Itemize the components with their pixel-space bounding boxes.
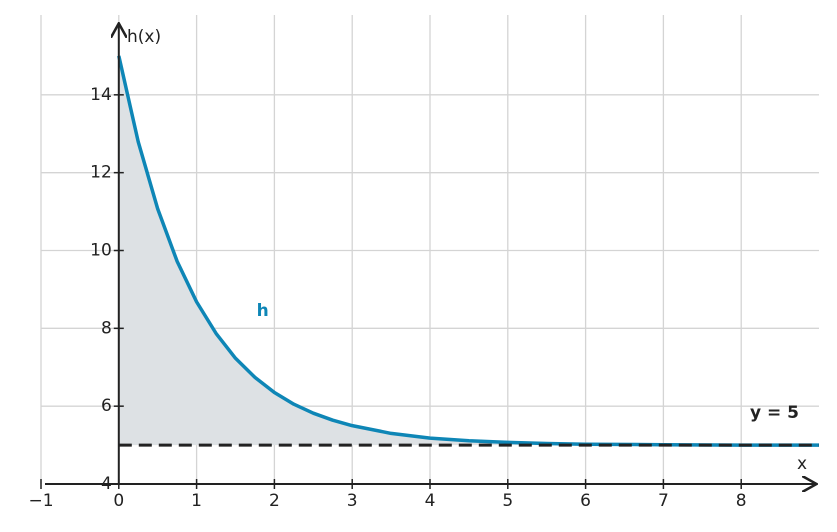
y-tick-label: 12 [90, 163, 112, 183]
x-tick-label: 5 [502, 491, 513, 511]
area-fill [118, 55, 820, 446]
x-axis-label: x [797, 454, 807, 474]
x-tick-label: 2 [269, 491, 280, 511]
x-tick-label: 0 [113, 491, 124, 511]
x-tick-label: −1 [28, 491, 53, 511]
asymptote-label: y = 5 [750, 403, 799, 423]
y-tick-label: 14 [90, 85, 112, 105]
x-tick-label: 3 [347, 491, 358, 511]
x-tick-label: 4 [425, 491, 436, 511]
x-tick-label: 7 [658, 491, 669, 511]
y-tick-label: 10 [90, 241, 112, 261]
y-tick-label: 8 [101, 318, 112, 338]
x-tick-label: 6 [580, 491, 591, 511]
x-tick-label: 8 [736, 491, 747, 511]
x-tick-label: 1 [191, 491, 202, 511]
curve-label: h [257, 301, 269, 321]
y-tick-label: 6 [101, 396, 112, 416]
y-axis-label: h(x) [127, 27, 161, 47]
